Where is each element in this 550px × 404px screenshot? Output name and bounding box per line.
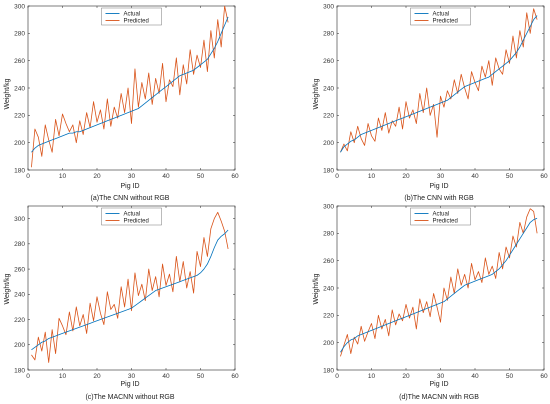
legend-label-actual: Actual <box>124 212 141 218</box>
x-tick-label: 50 <box>197 173 205 180</box>
x-tick-label: 30 <box>437 373 445 380</box>
legend-label-predicted: Predicted <box>124 19 149 25</box>
y-tick-label: 260 <box>14 266 25 273</box>
y-tick-label: 180 <box>323 167 334 174</box>
y-tick-label: 240 <box>14 292 25 299</box>
legend-label-actual: Actual <box>433 12 450 18</box>
x-tick-label: 50 <box>506 373 514 380</box>
y-tick-label: 240 <box>323 285 334 292</box>
x-axis-title: Pig ID <box>120 183 139 190</box>
y-tick-label: 220 <box>14 317 25 324</box>
x-tick-label: 20 <box>402 173 410 180</box>
series-line-actual <box>31 16 229 153</box>
x-axis-title: Pig ID <box>120 381 139 388</box>
x-tick-label: 50 <box>197 373 205 380</box>
chart-caption: (c)The MACNN without RGB <box>85 394 174 401</box>
x-tick-label: 60 <box>540 173 548 180</box>
y-tick-label: 260 <box>323 58 334 65</box>
y-tick-label: 300 <box>14 3 25 10</box>
legend-label-predicted: Predicted <box>433 19 458 25</box>
plot-area <box>336 5 545 171</box>
y-tick-label: 280 <box>323 31 334 38</box>
x-tick-label: 0 <box>335 173 339 180</box>
y-tick-label: 180 <box>323 367 334 374</box>
y-tick-label: 260 <box>14 58 25 65</box>
y-tick-label: 280 <box>14 31 25 38</box>
x-tick-label: 10 <box>368 373 376 380</box>
legend-label-predicted: Predicted <box>433 219 458 225</box>
y-axis-title: Weight/kg <box>313 78 320 109</box>
x-tick-label: 50 <box>506 173 514 180</box>
plot-area <box>336 205 545 371</box>
x-tick-label: 30 <box>437 173 445 180</box>
x-tick-label: 40 <box>162 173 170 180</box>
x-tick-label: 30 <box>128 373 136 380</box>
y-tick-label: 200 <box>323 340 334 347</box>
series-line-predicted <box>340 8 538 153</box>
series-line-actual <box>340 217 538 353</box>
y-axis-title: Weight/kg <box>313 273 320 304</box>
x-axis-title: Pig ID <box>429 381 448 388</box>
y-tick-label: 240 <box>323 85 334 92</box>
series-line-predicted <box>340 208 538 357</box>
x-tick-label: 60 <box>231 173 239 180</box>
chart-caption: (a)The CNN without RGB <box>91 195 170 202</box>
y-tick-label: 180 <box>14 367 25 374</box>
x-axis-title: Pig ID <box>429 183 448 190</box>
legend-label-actual: Actual <box>124 12 141 18</box>
x-tick-label: 40 <box>471 173 479 180</box>
x-tick-label: 10 <box>368 173 376 180</box>
y-tick-label: 220 <box>14 113 25 120</box>
y-tick-label: 260 <box>323 258 334 265</box>
x-tick-label: 20 <box>93 173 101 180</box>
series-line-actual <box>340 15 538 153</box>
chart-a: Weight/kg Pig ID (a)The CNN without RGB … <box>4 3 239 202</box>
y-tick-label: 300 <box>323 203 334 210</box>
x-tick-label: 0 <box>26 373 30 380</box>
x-tick-label: 20 <box>93 373 101 380</box>
y-tick-label: 300 <box>323 3 334 10</box>
y-axis-title: Weight/kg <box>4 78 11 109</box>
legend-label-actual: Actual <box>433 212 450 218</box>
y-tick-label: 220 <box>323 313 334 320</box>
x-tick-label: 60 <box>231 373 239 380</box>
x-tick-label: 10 <box>59 173 67 180</box>
plot-area <box>27 5 236 171</box>
y-tick-label: 180 <box>14 167 25 174</box>
x-tick-label: 60 <box>540 373 548 380</box>
x-tick-label: 10 <box>59 373 67 380</box>
series-line-predicted <box>31 6 229 168</box>
chart-c: Weight/kg Pig ID (c)The MACNN without RG… <box>4 205 239 401</box>
y-tick-label: 200 <box>14 342 25 349</box>
chart-d: Weight/kg Pig ID (d)The MACNN with RGB 0… <box>313 203 548 401</box>
series-line-predicted <box>31 211 229 363</box>
x-tick-label: 30 <box>128 173 136 180</box>
y-tick-label: 200 <box>14 140 25 147</box>
plot-area <box>27 205 236 371</box>
y-tick-label: 280 <box>14 241 25 248</box>
chart-caption: (b)The CNN with RGB <box>404 195 474 202</box>
y-tick-label: 200 <box>323 140 334 147</box>
chart-b: Weight/kg Pig ID (b)The CNN with RGB 0 10… <box>313 3 548 202</box>
x-tick-label: 0 <box>335 373 339 380</box>
x-tick-label: 0 <box>26 173 30 180</box>
y-tick-label: 280 <box>323 231 334 238</box>
y-axis-title: Weight/kg <box>4 273 11 304</box>
legend-label-predicted: Predicted <box>124 219 149 225</box>
y-tick-label: 240 <box>14 85 25 92</box>
x-tick-label: 20 <box>402 373 410 380</box>
series-line-actual <box>31 229 229 351</box>
x-tick-label: 40 <box>471 373 479 380</box>
y-tick-label: 220 <box>323 113 334 120</box>
x-tick-label: 40 <box>162 373 170 380</box>
y-tick-label: 300 <box>14 216 25 223</box>
chart-caption: (d)The MACNN with RGB <box>399 394 479 401</box>
